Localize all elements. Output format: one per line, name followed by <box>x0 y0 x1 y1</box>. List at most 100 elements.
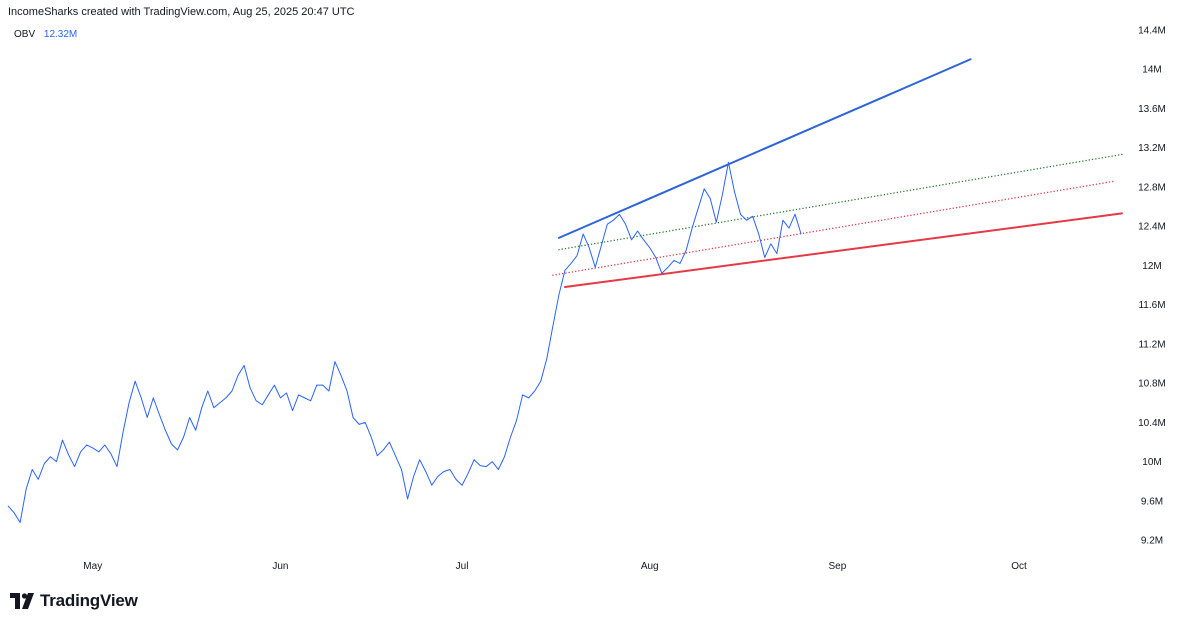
data-point <box>352 416 355 419</box>
data-point <box>781 219 784 222</box>
y-tick-label: 12.4M <box>1138 222 1166 233</box>
x-tick-label: Jun <box>272 561 288 572</box>
y-tick-label: 10.8M <box>1138 379 1166 390</box>
data-point <box>751 215 754 218</box>
trendline-dotted-2[interactable] <box>558 153 1123 251</box>
data-point <box>261 403 264 406</box>
data-point <box>376 454 379 457</box>
series-line-obv <box>7 161 802 524</box>
data-point <box>473 458 476 461</box>
data-point <box>255 399 258 402</box>
data-point <box>309 399 312 402</box>
data-point <box>13 511 16 514</box>
data-point <box>164 429 167 432</box>
data-point <box>703 187 706 190</box>
trendline-solid-0[interactable] <box>557 58 972 239</box>
x-tick-label: Sep <box>829 561 847 572</box>
y-tick-label: 10.4M <box>1138 418 1166 429</box>
data-point <box>775 252 778 255</box>
data-point <box>606 223 609 226</box>
data-point <box>122 431 125 434</box>
data-point <box>25 488 28 491</box>
data-point <box>430 484 433 487</box>
data-point <box>576 254 579 257</box>
x-tick-label: May <box>83 561 102 572</box>
data-point <box>612 219 615 222</box>
data-point <box>339 374 342 377</box>
data-point <box>497 468 500 471</box>
y-tick-label: 13.6M <box>1138 104 1166 115</box>
data-point <box>448 468 451 471</box>
x-tick-label: Aug <box>641 561 659 572</box>
data-point <box>618 213 621 216</box>
data-point <box>636 230 639 233</box>
data-point <box>382 448 385 451</box>
data-point <box>61 439 64 442</box>
data-point <box>509 436 512 439</box>
brand-name: TradingView <box>40 591 138 610</box>
data-point <box>128 401 131 404</box>
tradingview-brand[interactable]: TradingView <box>10 591 138 611</box>
data-point <box>679 262 682 265</box>
data-point <box>279 396 282 399</box>
data-point <box>757 232 760 235</box>
series-layer <box>7 161 802 524</box>
data-point <box>648 246 651 249</box>
data-point <box>769 242 772 245</box>
data-point <box>200 406 203 409</box>
data-point <box>394 454 397 457</box>
data-point <box>455 478 458 481</box>
data-point <box>170 443 173 446</box>
data-point <box>237 374 240 377</box>
data-point <box>267 393 270 396</box>
data-point <box>527 396 530 399</box>
tradingview-logo-icon <box>10 593 34 609</box>
data-point <box>685 249 688 252</box>
data-point <box>37 478 40 481</box>
data-point <box>212 406 215 409</box>
data-point <box>158 413 161 416</box>
data-point <box>515 419 518 422</box>
x-axis: May Jun Jul Aug Sep Oct <box>83 561 1027 572</box>
y-tick-label: 10M <box>1142 457 1161 468</box>
data-point <box>715 221 718 224</box>
trendlines[interactable] <box>552 58 1123 288</box>
trendline-solid-1[interactable] <box>563 212 1123 288</box>
data-point <box>491 460 494 463</box>
data-point <box>43 462 46 465</box>
data-point <box>787 227 790 230</box>
y-tick-label: 14M <box>1142 65 1161 76</box>
data-point <box>503 455 506 458</box>
data-point <box>152 396 155 399</box>
data-point <box>218 401 221 404</box>
data-point <box>7 504 10 507</box>
data-point <box>73 465 76 468</box>
data-point <box>182 436 185 439</box>
data-point <box>188 416 191 419</box>
data-point <box>660 272 663 275</box>
data-point <box>467 472 470 475</box>
data-point <box>691 227 694 230</box>
data-point <box>273 384 276 387</box>
data-point <box>563 269 566 272</box>
indicator-legend[interactable]: OBV 12.32M <box>14 29 77 40</box>
data-point <box>291 409 294 412</box>
data-point <box>333 360 336 363</box>
data-point <box>79 450 82 453</box>
indicator-value: 12.32M <box>43 29 78 40</box>
data-point <box>654 256 657 259</box>
data-point <box>176 448 179 451</box>
data-point <box>630 238 633 241</box>
data-point <box>91 446 94 449</box>
y-tick-label: 11.6M <box>1138 300 1165 311</box>
data-point <box>224 396 227 399</box>
data-point <box>557 293 560 296</box>
y-tick-label: 9.6M <box>1141 496 1163 507</box>
data-point <box>521 393 524 396</box>
data-point <box>55 460 58 463</box>
trendline-dotted-3[interactable] <box>552 180 1117 276</box>
data-point <box>479 464 482 467</box>
y-axis: 9.2M 9.6M 10M 10.4M 10.8M 11.2M 11.6M 12M 12.4M 1… <box>1138 25 1166 546</box>
data-point <box>721 193 724 196</box>
